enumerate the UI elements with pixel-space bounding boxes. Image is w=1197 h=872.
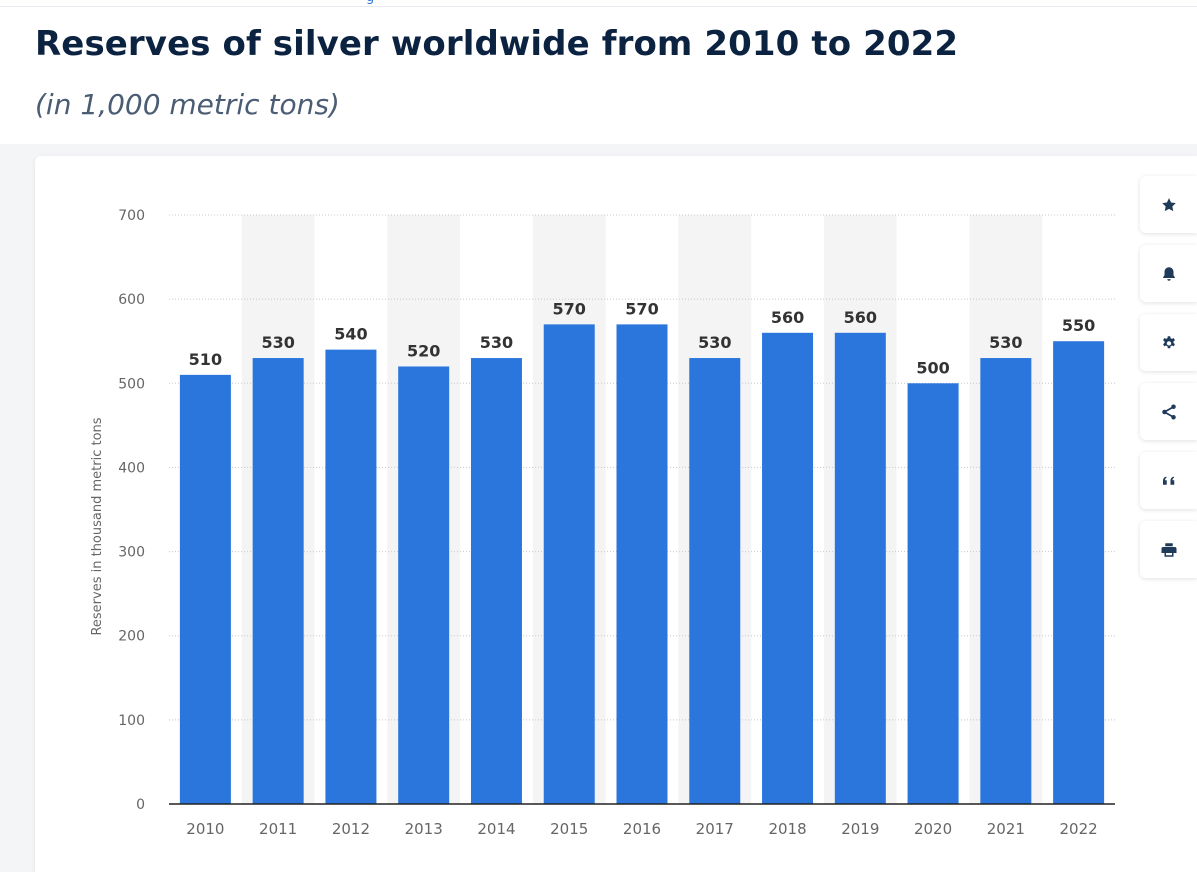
x-tick-label: 2017	[696, 820, 734, 838]
share-button[interactable]	[1140, 383, 1197, 440]
page-subtitle: (in 1,000 metric tons)	[35, 88, 340, 121]
x-tick-label: 2011	[259, 820, 297, 838]
data-label: 520	[407, 341, 440, 360]
data-label: 530	[480, 333, 513, 352]
data-label: 560	[844, 308, 877, 327]
gear-icon	[1162, 335, 1175, 348]
x-tick-label: 2020	[914, 820, 952, 838]
bar-2021	[980, 358, 1032, 804]
x-tick-label: 2014	[477, 820, 515, 838]
y-axis-title: Reserves in thousand metric tons	[90, 417, 105, 635]
share-icon	[1161, 404, 1176, 419]
y-tick-label: 100	[118, 713, 145, 729]
print-button[interactable]	[1140, 521, 1197, 578]
top-divider	[0, 6, 1197, 7]
page-title: Reserves of silver worldwide from 2010 t…	[35, 24, 959, 64]
quote-icon	[1162, 476, 1174, 485]
cite-button[interactable]	[1140, 452, 1197, 509]
x-tick-label: 2018	[768, 820, 806, 838]
data-label: 540	[334, 325, 367, 344]
y-tick-label: 300	[118, 545, 145, 561]
y-tick-label: 600	[118, 292, 145, 308]
data-label: 530	[989, 333, 1022, 352]
bar-2017	[689, 358, 741, 804]
data-label: 570	[625, 299, 658, 318]
x-tick-label: 2013	[405, 820, 443, 838]
y-tick-label: 700	[118, 208, 145, 224]
x-tick-label: 2010	[186, 820, 224, 838]
bar-2011	[252, 358, 304, 804]
settings-button[interactable]	[1140, 314, 1197, 371]
x-tick-label: 2022	[1060, 820, 1098, 838]
bar-2022	[1053, 341, 1105, 804]
x-tick-label: 2012	[332, 820, 370, 838]
bar-2012	[325, 349, 377, 804]
bar-2018	[762, 332, 814, 804]
bell-icon	[1162, 266, 1175, 281]
data-label: 530	[261, 333, 294, 352]
bar-2014	[470, 358, 522, 804]
bar-2020	[907, 383, 959, 804]
bar-2013	[398, 366, 450, 804]
x-tick-label: 2016	[623, 820, 661, 838]
data-label: 560	[771, 308, 804, 327]
y-tick-label: 400	[118, 460, 145, 476]
data-label: 530	[698, 333, 731, 352]
print-icon	[1161, 542, 1176, 557]
bar-2010	[179, 374, 231, 804]
y-tick-label: 0	[136, 797, 145, 813]
x-tick-label: 2019	[841, 820, 879, 838]
bar-2019	[834, 332, 886, 804]
y-tick-label: 200	[118, 629, 145, 645]
bar-2016	[616, 324, 668, 804]
x-tick-label: 2015	[550, 820, 588, 838]
favorite-button[interactable]	[1140, 176, 1197, 233]
side-toolbar	[1140, 176, 1197, 590]
x-tick-label: 2021	[987, 820, 1025, 838]
star-icon	[1161, 197, 1176, 211]
y-tick-label: 500	[118, 376, 145, 392]
data-label: 550	[1062, 316, 1095, 335]
bar-2015	[543, 324, 595, 804]
data-label: 510	[189, 350, 222, 369]
top-link-fragment[interactable]: g	[366, 0, 374, 4]
data-label: 500	[916, 358, 949, 377]
notification-button[interactable]	[1140, 245, 1197, 302]
data-label: 570	[553, 299, 586, 318]
